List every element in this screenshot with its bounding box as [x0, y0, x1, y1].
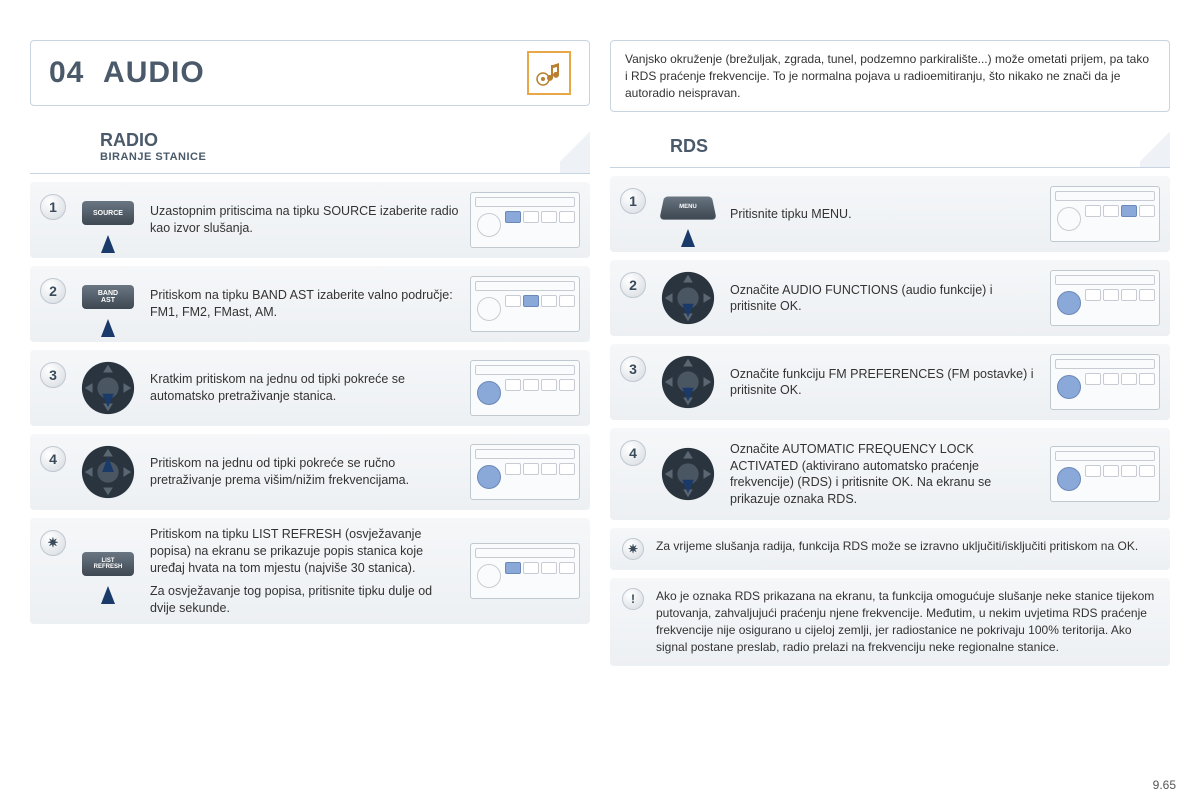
- rotary-control-icon: [656, 445, 720, 503]
- tip-text: Za vrijeme slušanja radija, funkcija RDS…: [656, 538, 1138, 555]
- step-number: 4: [40, 446, 66, 472]
- menu-button-icon: MENU: [656, 195, 720, 233]
- rds-title: RDS: [670, 136, 1152, 157]
- step-number: 2: [40, 278, 66, 304]
- radio-panel-illustration: [470, 192, 580, 248]
- step-number: 3: [620, 356, 646, 382]
- warning-text: Ako je oznaka RDS prikazana na ekranu, t…: [656, 588, 1158, 655]
- step-text: Kratkim pritiskom na jednu od tipki pokr…: [150, 371, 460, 405]
- left-subtitle: RADIO BIRANJE STANICE: [30, 120, 590, 174]
- step-text: Pritiskom na tipku BAND AST izaberite va…: [150, 287, 460, 321]
- step-text: Uzastopnim pritiscima na tipku SOURCE iz…: [150, 203, 460, 237]
- left-column: 04 AUDIO RADIO BIRANJE STANICE 1 SOURCE …: [30, 40, 590, 780]
- left-tip: ✷ LIST REFRESH Pritiskom na tipku LIST R…: [30, 518, 590, 624]
- band-button-icon: BAND AST: [76, 285, 140, 323]
- right-step-2: 2 Označite AUDIO FUNCTIONS (audio funkci…: [610, 260, 1170, 336]
- radio-title: RADIO: [100, 130, 572, 151]
- step-text: Pritisnite tipku MENU.: [730, 206, 1040, 223]
- step-number: 4: [620, 440, 646, 466]
- page-layout: 04 AUDIO RADIO BIRANJE STANICE 1 SOURCE …: [30, 40, 1170, 780]
- radio-panel-illustration: [1050, 446, 1160, 502]
- warning-icon: !: [622, 588, 644, 610]
- right-step-1: 1 MENU Pritisnite tipku MENU.: [610, 176, 1170, 252]
- step-number: 1: [620, 188, 646, 214]
- radio-panel-illustration: [1050, 270, 1160, 326]
- rotary-control-icon: [76, 359, 140, 417]
- radio-panel-illustration: [470, 276, 580, 332]
- right-subtitle: RDS: [610, 126, 1170, 168]
- right-step-3: 3 Označite funkciju FM PREFERENCES (FM p…: [610, 344, 1170, 420]
- step-number: 3: [40, 362, 66, 388]
- rotary-control-icon: [656, 353, 720, 411]
- tip-text: Pritiskom na tipku LIST REFRESH (osvježa…: [150, 526, 460, 616]
- rds-warning: ! Ako je oznaka RDS prikazana na ekranu,…: [610, 578, 1170, 665]
- audio-icon: [527, 51, 571, 95]
- list-refresh-button-icon: LIST REFRESH: [76, 552, 140, 590]
- section-header: 04 AUDIO: [30, 40, 590, 106]
- radio-subtitle: BIRANJE STANICE: [100, 151, 572, 163]
- right-column: Vanjsko okruženje (brežuljak, zgrada, tu…: [610, 40, 1170, 780]
- tip-bulb-icon: ✷: [622, 538, 644, 560]
- rotary-control-icon: [656, 269, 720, 327]
- environment-note: Vanjsko okruženje (brežuljak, zgrada, tu…: [610, 40, 1170, 112]
- step-number: 1: [40, 194, 66, 220]
- left-step-3: 3 Kratkim pritiskom na jednu od tipki po…: [30, 350, 590, 426]
- step-text: Pritiskom na jednu od tipki pokreće se r…: [150, 455, 460, 489]
- radio-panel-illustration: [470, 444, 580, 500]
- tip-text-2: Za osvježavanje tog popisa, pritisnite t…: [150, 583, 460, 617]
- page-number: 9.65: [1153, 778, 1176, 792]
- radio-panel-illustration: [470, 360, 580, 416]
- right-step-4: 4 Označite AUTOMATIC FREQUENCY LOCK ACTI…: [610, 428, 1170, 520]
- radio-panel-illustration: [1050, 354, 1160, 410]
- radio-panel-illustration: [1050, 186, 1160, 242]
- step-number: 2: [620, 272, 646, 298]
- radio-panel-illustration: [470, 543, 580, 599]
- section-title: 04 AUDIO: [49, 56, 205, 90]
- step-text: Označite AUTOMATIC FREQUENCY LOCK ACTIVA…: [730, 441, 1040, 509]
- rds-tip: ✷ Za vrijeme slušanja radija, funkcija R…: [610, 528, 1170, 570]
- step-text: Označite funkciju FM PREFERENCES (FM pos…: [730, 366, 1040, 400]
- source-button-icon: SOURCE: [76, 201, 140, 239]
- tip-bulb-icon: ✷: [40, 530, 66, 556]
- rotary-control-icon: [76, 443, 140, 501]
- left-step-2: 2 BAND AST Pritiskom na tipku BAND AST i…: [30, 266, 590, 342]
- tip-text-1: Pritiskom na tipku LIST REFRESH (osvježa…: [150, 526, 460, 577]
- left-step-4: 4 Pritiskom na jednu od tipki pokreće se…: [30, 434, 590, 510]
- left-step-1: 1 SOURCE Uzastopnim pritiscima na tipku …: [30, 182, 590, 258]
- step-text: Označite AUDIO FUNCTIONS (audio funkcije…: [730, 282, 1040, 316]
